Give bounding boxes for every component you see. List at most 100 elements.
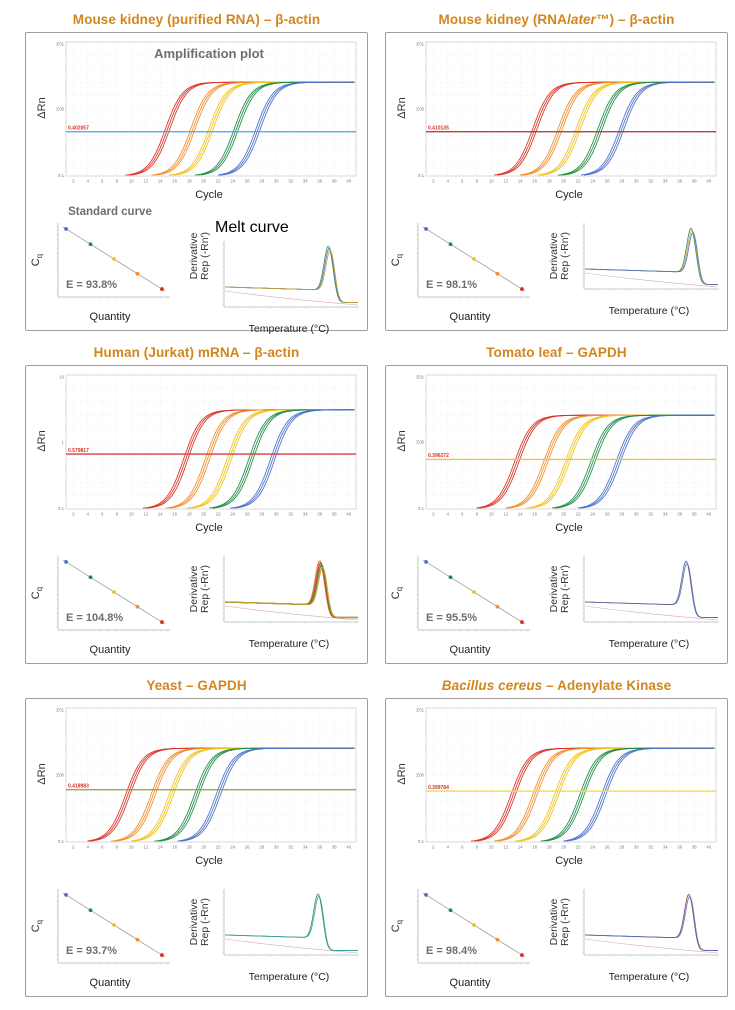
- melt-x-axis-label: Temperature (°C): [608, 638, 690, 650]
- amp-y-axis-label: ΔRn: [396, 430, 408, 452]
- svg-text:18: 18: [187, 179, 192, 184]
- svg-text:30: 30: [274, 512, 279, 517]
- svg-text:6: 6: [461, 512, 464, 517]
- panel-box: ΔRn 2 4 6 8 10 12 14 16 18 20 22 24 26 28 30 32 34 36 38 40…: [25, 365, 368, 664]
- standard-curve: Cq E = 98.4% Quantity: [390, 872, 543, 990]
- amplification-plot: ΔRn 2 4 6 8 10 12 14 16 18 20 22 24 26 28 30 32 34 36 38 40…: [30, 371, 363, 537]
- std-y-axis-label: Cq: [389, 919, 405, 933]
- svg-text:E = 98.1%: E = 98.1%: [426, 279, 477, 291]
- svg-text:24: 24: [230, 179, 235, 184]
- amp-y-axis-label: ΔRn: [396, 763, 408, 785]
- melt-curve: Derivative Rep (-Rn′) Temperature (°C): [547, 872, 723, 990]
- svg-text:E = 93.8%: E = 93.8%: [66, 279, 117, 291]
- svg-text:1E01: 1E01: [416, 375, 425, 380]
- amp-x-axis-label: Cycle: [555, 189, 583, 201]
- svg-text:26: 26: [605, 179, 610, 184]
- svg-text:0.1: 0.1: [418, 506, 424, 511]
- qpcr-panel: Mouse kidney (purified RNA) – β-actin Am…: [25, 12, 368, 335]
- svg-text:32: 32: [288, 845, 293, 850]
- std-y-axis-label: Cq: [389, 586, 405, 600]
- amplification-plot: ΔRn 2 4 6 8 10 12 14 16 18 20 22 24 26 28 30 32 34 36 38 40…: [390, 704, 723, 870]
- amplification-chart: 2468101214161820222426283032343638401E01…: [56, 708, 357, 850]
- amplification-plot: ΔRn 2 4 6 8 10 12 14 16 18 20 22 24 26 28 30 32 34 36 38 40…: [30, 704, 363, 870]
- amp-y-axis-label: ΔRn: [36, 430, 48, 452]
- svg-text:36: 36: [317, 179, 322, 184]
- svg-text:0.418983: 0.418983: [68, 784, 89, 790]
- svg-text:38: 38: [332, 179, 337, 184]
- svg-text:6: 6: [101, 512, 104, 517]
- svg-text:18: 18: [547, 512, 552, 517]
- svg-text:8: 8: [116, 845, 119, 850]
- svg-text:36: 36: [677, 179, 682, 184]
- panel-box: ΔRn 2 4 6 8 10 12 14 16 18 20 22 24 26 28 30 32 34 36 38 40…: [385, 32, 728, 331]
- std-y-axis-label: Cq: [389, 253, 405, 267]
- svg-text:14: 14: [158, 845, 163, 850]
- standard-curve-label: Standard curve: [68, 206, 152, 218]
- svg-text:18: 18: [187, 512, 192, 517]
- svg-text:2: 2: [72, 845, 75, 850]
- panel-title-italic-segment: Bacillus cereus: [441, 678, 543, 693]
- amplification-chart: 2 4 6 8 10 12 14 16 18 20 22 24 26 28 30 32 34 36 38 401010…: [58, 375, 357, 517]
- panel-title: Mouse kidney (RNAlater™) – β-actin: [385, 12, 728, 29]
- std-x-axis-label: Quantity: [449, 644, 491, 656]
- svg-text:26: 26: [605, 845, 610, 850]
- standard-curve-chart: E = 93.7%: [56, 889, 170, 965]
- qpcr-panel: Bacillus cereus – Adenylate Kinase ΔRn 2…: [385, 678, 728, 997]
- melt-x-axis-label: Temperature (°C): [608, 971, 690, 983]
- svg-text:18: 18: [547, 845, 552, 850]
- panel-title-segment: Mouse kidney (RNA: [438, 12, 567, 27]
- amp-y-axis-label: ΔRn: [36, 97, 48, 119]
- svg-text:30: 30: [274, 179, 279, 184]
- panel-title-italic-segment: later: [566, 12, 597, 27]
- svg-text:6: 6: [101, 179, 104, 184]
- svg-text:4: 4: [87, 845, 90, 850]
- svg-text:0.1: 0.1: [418, 839, 424, 844]
- svg-text:28: 28: [259, 179, 264, 184]
- svg-text:20: 20: [561, 845, 566, 850]
- svg-text:24: 24: [230, 845, 235, 850]
- qpcr-panel: Human (Jurkat) mRNA – β-actin ΔRn 2 4 6 8 10…: [25, 345, 368, 664]
- subplot-row: Cq E = 98.1% Quantity Derivative Rep (-Rn…: [390, 206, 723, 324]
- svg-text:22: 22: [576, 512, 581, 517]
- melt-y-axis-label: Derivative Rep (-Rn′): [188, 231, 211, 281]
- panel-title-segment: – Adenylate Kinase: [542, 678, 672, 693]
- svg-text:12: 12: [143, 845, 148, 850]
- svg-text:2: 2: [432, 512, 435, 517]
- melt-curve-chart: [222, 241, 359, 309]
- svg-text:4: 4: [447, 512, 450, 517]
- svg-text:1E01: 1E01: [56, 708, 65, 713]
- svg-text:26: 26: [245, 512, 250, 517]
- svg-text:14: 14: [518, 179, 523, 184]
- subplot-row: Cq E = 93.7% Quantity Derivative Rep (-Rn…: [30, 872, 363, 990]
- svg-text:34: 34: [663, 845, 668, 850]
- svg-text:8: 8: [116, 512, 119, 517]
- standard-curve: Cq E = 95.5% Quantity: [390, 539, 543, 657]
- svg-text:26: 26: [245, 179, 250, 184]
- svg-text:30: 30: [634, 179, 639, 184]
- melt-x-axis-label: Temperature (°C): [248, 638, 330, 650]
- standard-curve-chart: E = 93.8%: [56, 223, 170, 299]
- qpcr-panel: Mouse kidney (RNAlater™) – β-actin ΔRn 2…: [385, 12, 728, 331]
- std-x-axis-label: Quantity: [449, 311, 491, 323]
- subplot-row: Cq E = 104.8% Quantity Derivative Rep (-R…: [30, 539, 363, 657]
- melt-x-axis-label: Temperature (°C): [248, 971, 330, 983]
- svg-text:1E01: 1E01: [416, 708, 425, 713]
- svg-text:22: 22: [216, 845, 221, 850]
- svg-text:22: 22: [216, 512, 221, 517]
- svg-text:40: 40: [706, 512, 711, 517]
- qpcr-panel: Yeast – GAPDH ΔRn 2 4 6 8 10 12 14 16 18 20 22 24 26…: [25, 678, 368, 997]
- std-y-axis-label: Cq: [29, 253, 45, 267]
- panel-box: ΔRn 2 4 6 8 10 12 14 16 18 20 22 24 26 28 30 32 34 36 38 40…: [385, 698, 728, 997]
- svg-text:22: 22: [576, 179, 581, 184]
- melt-curve-chart: [582, 556, 719, 624]
- svg-text:6: 6: [461, 179, 464, 184]
- subplot-row: Cq E = 98.4% Quantity Derivative Rep (-Rn…: [390, 872, 723, 990]
- svg-text:34: 34: [303, 179, 308, 184]
- svg-text:12: 12: [503, 179, 508, 184]
- svg-text:0.1: 0.1: [58, 173, 64, 178]
- amplification-chart: 2468101214161820222426283032343638401E01…: [56, 42, 357, 184]
- amp-x-axis-label: Cycle: [555, 522, 583, 534]
- standard-curve: Standard curve Cq E = 93.8% Quantity: [30, 206, 183, 324]
- panel-title: Yeast – GAPDH: [25, 678, 368, 695]
- svg-text:20: 20: [561, 179, 566, 184]
